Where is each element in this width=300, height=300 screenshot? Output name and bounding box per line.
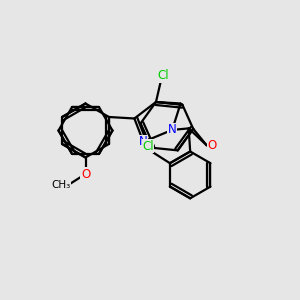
Text: N: N: [139, 135, 148, 148]
Text: O: O: [208, 139, 217, 152]
Text: O: O: [81, 167, 90, 181]
Text: Cl: Cl: [157, 69, 169, 82]
Text: Cl: Cl: [142, 140, 154, 153]
Text: CH₃: CH₃: [51, 179, 70, 190]
Text: N: N: [168, 123, 177, 136]
